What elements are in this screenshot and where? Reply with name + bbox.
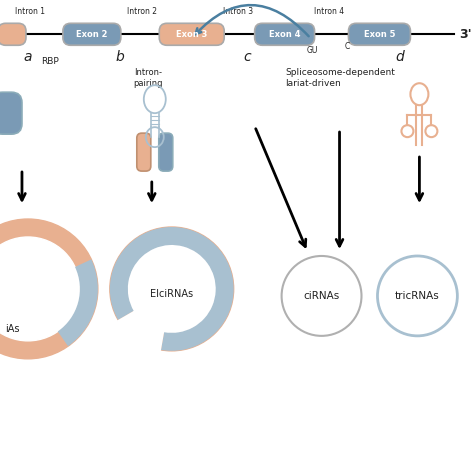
Text: RBP: RBP xyxy=(41,57,59,66)
Text: Intron 1: Intron 1 xyxy=(15,7,45,16)
Wedge shape xyxy=(117,310,164,352)
Text: C: C xyxy=(345,42,350,51)
Wedge shape xyxy=(58,259,98,346)
Text: tricRNAs: tricRNAs xyxy=(395,291,440,301)
Circle shape xyxy=(0,237,80,341)
FancyBboxPatch shape xyxy=(348,23,410,46)
FancyBboxPatch shape xyxy=(63,23,121,46)
Text: EIciRNAs: EIciRNAs xyxy=(150,289,193,299)
Text: Exon 5: Exon 5 xyxy=(364,30,395,39)
Circle shape xyxy=(0,219,98,359)
Text: 3': 3' xyxy=(459,28,472,41)
Text: a: a xyxy=(24,50,32,64)
FancyBboxPatch shape xyxy=(0,23,26,46)
Circle shape xyxy=(128,245,216,333)
FancyBboxPatch shape xyxy=(255,23,315,46)
FancyBboxPatch shape xyxy=(137,133,151,171)
Text: Intron 3: Intron 3 xyxy=(223,7,253,16)
Text: GU: GU xyxy=(307,46,318,55)
Text: iAs: iAs xyxy=(5,324,19,334)
Text: Exon 2: Exon 2 xyxy=(76,30,108,39)
Circle shape xyxy=(282,256,362,336)
Text: Intron 2: Intron 2 xyxy=(127,7,157,16)
Text: ciRNAs: ciRNAs xyxy=(303,291,340,301)
Text: Spliceosome-dependent
lariat-driven: Spliceosome-dependent lariat-driven xyxy=(286,68,395,88)
FancyBboxPatch shape xyxy=(0,92,22,134)
Text: Exon 4: Exon 4 xyxy=(269,30,301,39)
Text: c: c xyxy=(244,50,252,64)
Circle shape xyxy=(377,256,457,336)
FancyBboxPatch shape xyxy=(159,23,224,46)
Text: b: b xyxy=(116,50,124,64)
FancyBboxPatch shape xyxy=(159,133,173,171)
Text: Intron 4: Intron 4 xyxy=(314,7,345,16)
Circle shape xyxy=(110,227,234,351)
Text: Exon 3: Exon 3 xyxy=(176,30,208,39)
Wedge shape xyxy=(110,227,234,351)
Text: d: d xyxy=(395,50,404,64)
Text: Intron-
pairing: Intron- pairing xyxy=(133,68,163,88)
